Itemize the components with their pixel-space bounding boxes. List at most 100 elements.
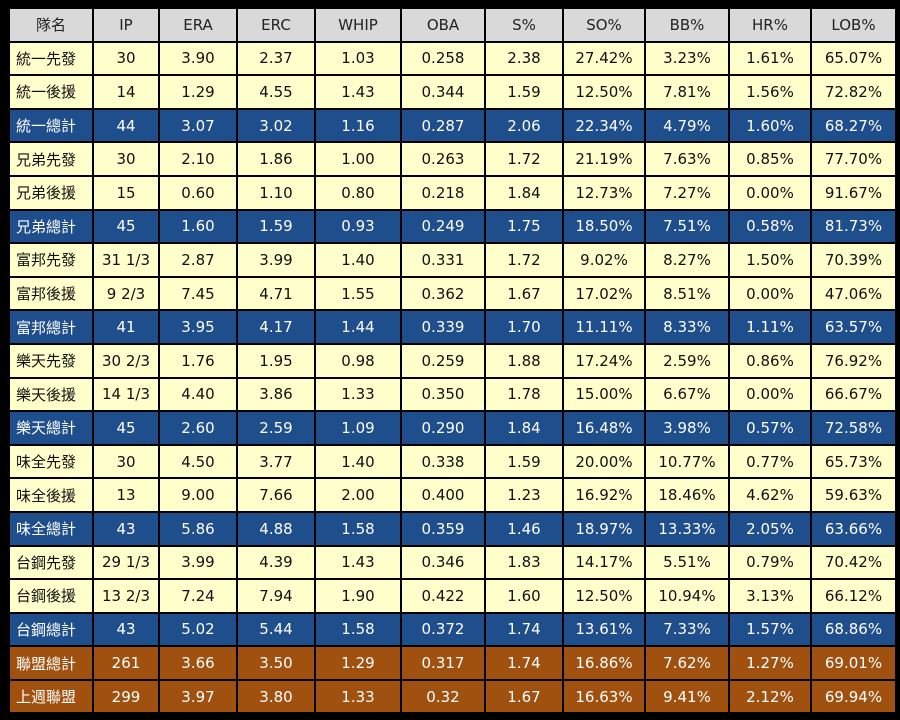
cell-hr-pct: 0.77%	[730, 445, 810, 478]
cell-era: 9.00	[160, 479, 236, 511]
cell-oba: 0.400	[402, 479, 484, 511]
cell-team: 統一後援	[10, 76, 92, 108]
table-row-rp: 味全後援 13 9.00 7.66 2.00 0.400 1.23 16.92% 18.46% 4…	[10, 479, 895, 511]
cell-era: 3.90	[160, 42, 236, 75]
cell-hr-pct: 0.58%	[730, 210, 810, 243]
cell-bb-pct: 8.33%	[646, 311, 728, 343]
cell-oba: 0.344	[402, 76, 484, 108]
cell-hr-pct: 0.85%	[730, 143, 810, 175]
cell-bb-pct: 10.77%	[646, 445, 728, 478]
cell-lob-pct: 65.73%	[812, 445, 895, 478]
cell-so-pct: 9.02%	[564, 244, 644, 276]
cell-era: 0.60	[160, 176, 236, 209]
table-row-sp: 台鋼先發 29 1/3 3.99 4.39 1.43 0.346 1.83 14.17% 5.5…	[10, 546, 895, 579]
cell-s-pct: 1.84	[486, 176, 562, 209]
table-row-team: 富邦總計 41 3.95 4.17 1.44 0.339 1.70 11.11% 8.33% 1.…	[10, 311, 895, 343]
cell-erc: 4.17	[238, 311, 314, 343]
cell-whip: 1.33	[316, 680, 400, 713]
cell-bb-pct: 5.51%	[646, 546, 728, 579]
cell-so-pct: 17.02%	[564, 277, 644, 310]
cell-ip: 45	[94, 412, 158, 444]
cell-so-pct: 18.97%	[564, 512, 644, 545]
cell-ip: 43	[94, 512, 158, 545]
cell-erc: 3.02	[238, 109, 314, 142]
table-row-lastweek: 上週聯盟 299 3.97 3.80 1.33 0.32 1.67 16.63% 9.41% 2.…	[10, 680, 895, 713]
cell-whip: 1.58	[316, 512, 400, 545]
cell-s-pct: 1.67	[486, 277, 562, 310]
cell-lob-pct: 91.67%	[812, 176, 895, 209]
cell-oba: 0.331	[402, 244, 484, 276]
cell-team: 味全後援	[10, 479, 92, 511]
column-header-era: ERA	[160, 9, 236, 41]
column-header-so-pct: SO%	[564, 9, 644, 41]
cell-ip: 13 2/3	[94, 580, 158, 612]
cell-so-pct: 11.11%	[564, 311, 644, 343]
cell-ip: 30	[94, 143, 158, 175]
cell-hr-pct: 0.57%	[730, 412, 810, 444]
cell-so-pct: 12.50%	[564, 76, 644, 108]
table-row-sp: 富邦先發 31 1/3 2.87 3.99 1.40 0.331 1.72 9.02% 8.27…	[10, 244, 895, 276]
cell-s-pct: 1.60	[486, 580, 562, 612]
cell-bb-pct: 7.27%	[646, 176, 728, 209]
cell-team: 台鋼後援	[10, 580, 92, 612]
cell-lob-pct: 68.86%	[812, 613, 895, 646]
cell-erc: 1.95	[238, 344, 314, 377]
cell-team: 兄弟先發	[10, 143, 92, 175]
cell-whip: 1.40	[316, 445, 400, 478]
cell-ip: 14	[94, 76, 158, 108]
cell-whip: 1.58	[316, 613, 400, 646]
column-header-s-pct: S%	[486, 9, 562, 41]
cell-team: 味全先發	[10, 445, 92, 478]
cell-lob-pct: 66.12%	[812, 580, 895, 612]
cell-ip: 9 2/3	[94, 277, 158, 310]
cell-s-pct: 2.38	[486, 42, 562, 75]
cell-so-pct: 21.19%	[564, 143, 644, 175]
column-header-ip: IP	[94, 9, 158, 41]
cell-s-pct: 1.84	[486, 412, 562, 444]
cell-bb-pct: 2.59%	[646, 344, 728, 377]
cell-ip: 30 2/3	[94, 344, 158, 377]
cell-erc: 5.44	[238, 613, 314, 646]
cell-so-pct: 13.61%	[564, 613, 644, 646]
cell-whip: 1.55	[316, 277, 400, 310]
cell-oba: 0.259	[402, 344, 484, 377]
cell-lob-pct: 72.82%	[812, 76, 895, 108]
cell-oba: 0.32	[402, 680, 484, 713]
cell-hr-pct: 1.50%	[730, 244, 810, 276]
cell-era: 7.24	[160, 580, 236, 612]
header-row: 隊名 IP ERA ERC WHIP OBA S% SO% BB% HR% LO…	[10, 9, 895, 41]
cell-s-pct: 1.74	[486, 647, 562, 679]
cell-erc: 4.88	[238, 512, 314, 545]
cell-hr-pct: 3.13%	[730, 580, 810, 612]
cell-lob-pct: 70.39%	[812, 244, 895, 276]
cell-team: 聯盟總計	[10, 647, 92, 679]
cell-oba: 0.287	[402, 109, 484, 142]
cell-hr-pct: 0.86%	[730, 344, 810, 377]
cell-erc: 3.99	[238, 244, 314, 276]
cell-oba: 0.263	[402, 143, 484, 175]
cell-whip: 1.90	[316, 580, 400, 612]
cell-ip: 44	[94, 109, 158, 142]
cell-whip: 1.43	[316, 546, 400, 579]
cell-erc: 3.50	[238, 647, 314, 679]
cell-lob-pct: 77.70%	[812, 143, 895, 175]
cell-bb-pct: 18.46%	[646, 479, 728, 511]
cell-so-pct: 22.34%	[564, 109, 644, 142]
cell-lob-pct: 76.92%	[812, 344, 895, 377]
table-row-rp: 兄弟後援 15 0.60 1.10 0.80 0.218 1.84 12.73% 7.27% 0.…	[10, 176, 895, 209]
cell-ip: 15	[94, 176, 158, 209]
cell-bb-pct: 7.33%	[646, 613, 728, 646]
cell-lob-pct: 72.58%	[812, 412, 895, 444]
cell-ip: 261	[94, 647, 158, 679]
cell-oba: 0.422	[402, 580, 484, 612]
column-header-hr-pct: HR%	[730, 9, 810, 41]
cell-era: 5.86	[160, 512, 236, 545]
cell-team: 富邦先發	[10, 244, 92, 276]
cell-whip: 0.80	[316, 176, 400, 209]
cell-team: 味全總計	[10, 512, 92, 545]
cell-bb-pct: 3.23%	[646, 42, 728, 75]
cell-so-pct: 12.73%	[564, 176, 644, 209]
cell-whip: 1.09	[316, 412, 400, 444]
cell-erc: 3.86	[238, 378, 314, 411]
